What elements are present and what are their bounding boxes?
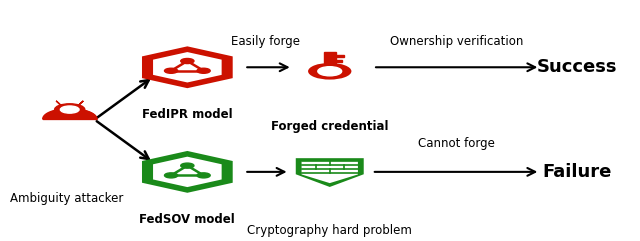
Circle shape — [197, 68, 210, 73]
Polygon shape — [153, 52, 221, 82]
Polygon shape — [143, 152, 231, 191]
Circle shape — [164, 173, 178, 178]
Text: Easily forge: Easily forge — [231, 35, 300, 48]
Circle shape — [308, 63, 351, 80]
Text: Failure: Failure — [543, 163, 612, 181]
Circle shape — [318, 67, 342, 76]
Polygon shape — [43, 109, 97, 119]
Text: Ambiguity attacker: Ambiguity attacker — [10, 192, 124, 205]
Circle shape — [180, 59, 194, 64]
Circle shape — [164, 68, 178, 73]
Polygon shape — [301, 161, 358, 183]
Circle shape — [180, 163, 194, 168]
Text: Cryptography hard problem: Cryptography hard problem — [247, 224, 412, 237]
Polygon shape — [336, 55, 344, 57]
Polygon shape — [56, 101, 61, 105]
Circle shape — [60, 106, 79, 113]
Polygon shape — [143, 48, 231, 87]
Text: Forged credential: Forged credential — [271, 120, 388, 133]
Circle shape — [54, 104, 84, 115]
Polygon shape — [79, 101, 83, 105]
Polygon shape — [297, 159, 363, 186]
Text: Cannot forge: Cannot forge — [418, 137, 495, 150]
Polygon shape — [153, 157, 221, 187]
Text: Ownership verification: Ownership verification — [390, 35, 524, 48]
Polygon shape — [324, 52, 336, 63]
Circle shape — [197, 173, 210, 178]
Polygon shape — [336, 60, 342, 62]
Text: FedSOV model: FedSOV model — [140, 213, 236, 226]
Text: Success: Success — [537, 58, 618, 76]
Text: FedIPR model: FedIPR model — [142, 108, 233, 121]
